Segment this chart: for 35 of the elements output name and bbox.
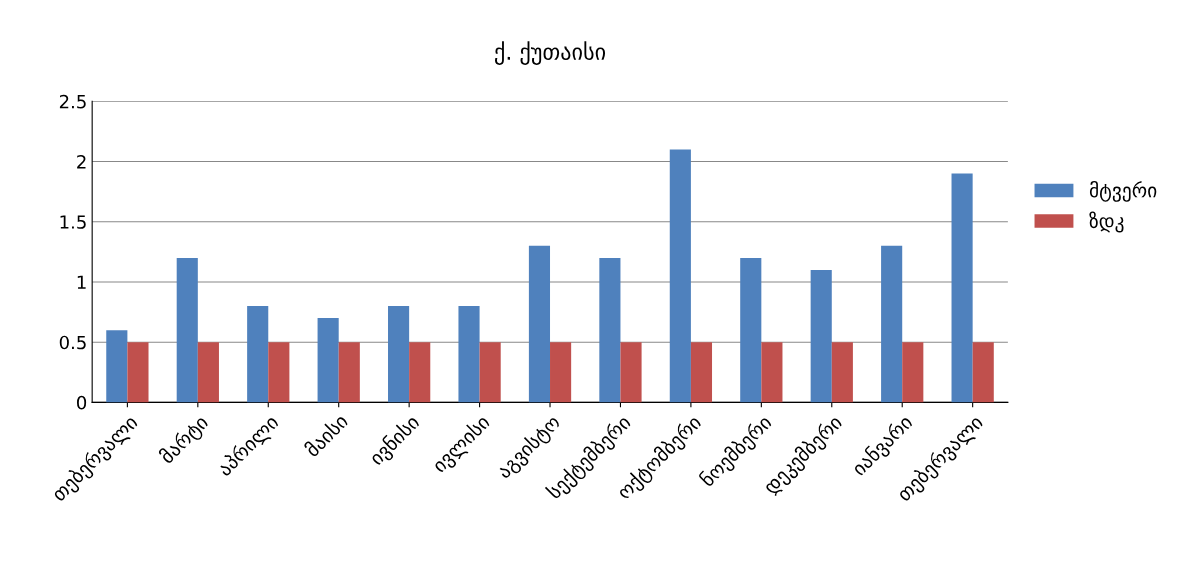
bar: [317, 318, 339, 403]
bar: [176, 257, 198, 403]
bar: [106, 330, 128, 403]
bar: [550, 342, 572, 403]
legend-label: ზდკ: [1089, 211, 1124, 233]
bar: [479, 342, 501, 403]
bar: [127, 342, 149, 403]
y-tick-label: 1.5: [60, 215, 86, 229]
y-tick-label: 1: [77, 275, 86, 289]
bar: [761, 342, 783, 403]
bar: [458, 306, 480, 403]
bar: [902, 342, 924, 403]
legend-label: მტვერი: [1089, 180, 1157, 202]
y-tick-label: 0.5: [59, 335, 86, 350]
bar: [409, 342, 431, 403]
bar: [388, 306, 410, 403]
bar: [620, 342, 642, 403]
bar: [881, 245, 903, 403]
bar: [599, 257, 621, 403]
bar: [690, 342, 713, 403]
bar: [951, 173, 973, 403]
y-tick-label: 2: [77, 155, 86, 169]
y-tick-label: 0: [77, 395, 87, 410]
bar: [528, 245, 551, 403]
bar: [831, 342, 853, 403]
bar: [197, 342, 219, 403]
bar: [810, 269, 832, 403]
bar: [247, 306, 269, 403]
bar: [972, 342, 994, 403]
bar: [740, 257, 762, 403]
y-tick-label: 2.5: [59, 94, 86, 109]
bar: [268, 342, 290, 403]
bar: [338, 342, 360, 403]
chart-title: ქ. ქუთაისი: [495, 41, 606, 65]
bar: [669, 149, 691, 403]
